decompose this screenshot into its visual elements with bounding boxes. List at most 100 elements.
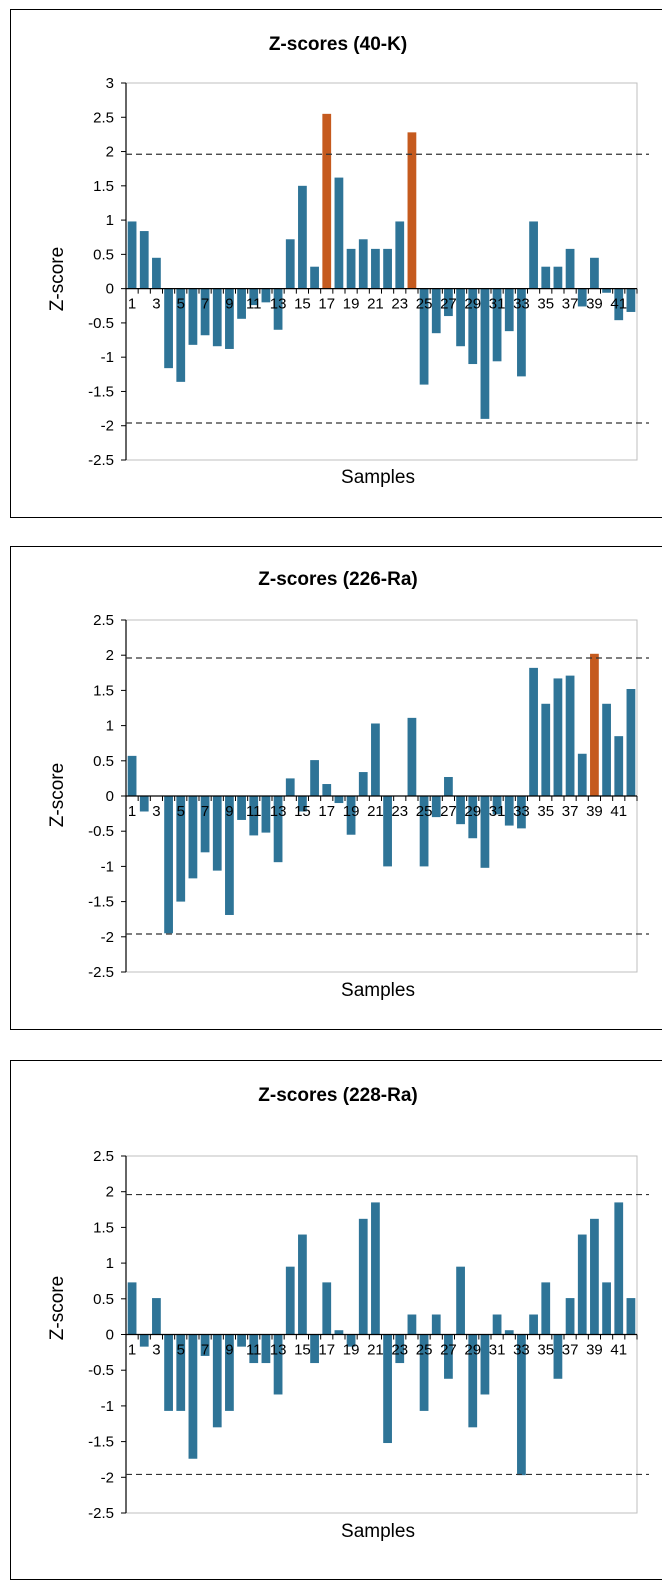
x-tick-label: 13 xyxy=(270,296,287,313)
bar xyxy=(334,177,344,289)
bar xyxy=(517,1334,526,1476)
bar xyxy=(517,288,526,377)
y-tick-label: -1.5 xyxy=(88,1434,114,1451)
x-tick-label: 9 xyxy=(225,1342,233,1359)
bar xyxy=(273,796,283,863)
y-tick-label: -1 xyxy=(101,1398,114,1415)
bar xyxy=(127,221,137,289)
bar xyxy=(590,1218,599,1335)
bar xyxy=(334,1330,344,1335)
bar xyxy=(188,288,198,345)
bar xyxy=(139,231,149,289)
bar xyxy=(200,1334,210,1356)
x-tick-label: 3 xyxy=(152,1342,160,1359)
x-tick-label: 39 xyxy=(586,1342,603,1359)
bar xyxy=(504,288,514,332)
bar xyxy=(492,796,502,815)
x-tick-label: 33 xyxy=(513,296,530,313)
bar xyxy=(541,1282,551,1335)
bar xyxy=(468,796,478,839)
y-tick-label: -1 xyxy=(101,349,114,366)
x-tick-label: 21 xyxy=(367,296,384,313)
bar xyxy=(127,1282,137,1335)
bar xyxy=(407,717,417,796)
bar xyxy=(358,772,368,796)
x-tick-label: 3 xyxy=(152,803,160,820)
bar xyxy=(358,239,368,289)
x-tick-label: 31 xyxy=(489,296,506,313)
bar xyxy=(529,221,538,289)
x-tick-label: 13 xyxy=(270,1342,287,1359)
bar xyxy=(383,796,392,867)
bar xyxy=(602,288,611,293)
bar xyxy=(444,288,453,317)
x-tick-label: 15 xyxy=(294,803,311,820)
x-tick-label: 29 xyxy=(464,296,481,313)
x-axis-title: Samples xyxy=(341,980,415,1001)
chart-panel-228ra: Z-scores (228-Ra) Z-score Samples 2.5 2 1.… xyxy=(10,1060,662,1580)
chart-title: Z-scores (226-Ra) xyxy=(258,569,417,590)
bar xyxy=(188,796,198,879)
x-tick-label: 33 xyxy=(513,803,530,820)
x-tick-label: 29 xyxy=(464,1342,481,1359)
chart-40k: Z-scores (40-K) Z-score Samples 3 2.5 2 1.5… xyxy=(47,34,649,488)
y-tick-label: -2.5 xyxy=(88,452,114,469)
x-tick-label: 37 xyxy=(562,296,579,313)
y-axis-title: Z-score xyxy=(47,763,68,827)
bar xyxy=(614,736,624,796)
x-tick-label: 19 xyxy=(343,296,360,313)
bar xyxy=(371,723,380,796)
x-axis-title: Samples xyxy=(341,467,415,488)
bar-highlight xyxy=(590,653,599,796)
y-tick-label: 2.5 xyxy=(93,612,114,629)
x-tick-label: 27 xyxy=(440,803,457,820)
y-tick-label: -0.5 xyxy=(88,315,114,332)
x-tick-label: 37 xyxy=(562,1342,579,1359)
bar xyxy=(565,675,575,796)
x-tick-label: 41 xyxy=(610,296,627,313)
x-tick-label: 5 xyxy=(177,296,185,313)
y-axis-title: Z-score xyxy=(47,247,68,311)
chart-title: Z-scores (228-Ra) xyxy=(258,1085,417,1106)
y-tick-label: 2 xyxy=(106,647,114,664)
bar xyxy=(577,1234,587,1335)
bar xyxy=(383,248,392,289)
x-tick-label: 39 xyxy=(586,296,603,313)
bar xyxy=(322,1282,332,1335)
x-tick-label: 31 xyxy=(489,1342,506,1359)
bar xyxy=(225,288,234,349)
x-tick-label: 1 xyxy=(128,803,136,820)
x-tick-label: 29 xyxy=(464,803,481,820)
chart-228ra: Z-scores (228-Ra) Z-score Samples 2.5 2 1.… xyxy=(47,1085,649,1542)
x-tick-label: 3 xyxy=(152,296,160,313)
x-tick-label: 27 xyxy=(440,1342,457,1359)
bar xyxy=(504,1330,514,1335)
x-tick-label: 41 xyxy=(610,1342,627,1359)
y-tick-label: 0.5 xyxy=(93,753,114,770)
y-tick-label: 1 xyxy=(106,718,114,735)
bar xyxy=(602,1282,611,1335)
y-tick-label: -1 xyxy=(101,858,114,875)
bar xyxy=(395,1334,405,1364)
y-tick-label: 0 xyxy=(106,1327,114,1344)
bar xyxy=(273,1334,283,1395)
y-tick-label: -0.5 xyxy=(88,823,114,840)
x-tick-label: 41 xyxy=(610,803,627,820)
bar xyxy=(590,257,599,289)
x-tick-label: 31 xyxy=(489,803,506,820)
bar xyxy=(152,257,161,289)
bar xyxy=(383,1334,392,1444)
bar xyxy=(553,266,563,289)
x-axis-title: Samples xyxy=(341,1521,415,1542)
bar xyxy=(614,1202,624,1335)
x-tick-label: 7 xyxy=(201,803,209,820)
y-tick-label: -2 xyxy=(101,418,114,435)
bar xyxy=(152,1298,161,1335)
y-tick-label: -2 xyxy=(101,929,114,946)
bar xyxy=(480,288,490,419)
x-tick-label: 11 xyxy=(246,803,262,820)
y-tick-label: 0 xyxy=(106,281,114,298)
bar xyxy=(273,288,283,330)
bar xyxy=(419,288,429,385)
bar xyxy=(577,288,587,307)
